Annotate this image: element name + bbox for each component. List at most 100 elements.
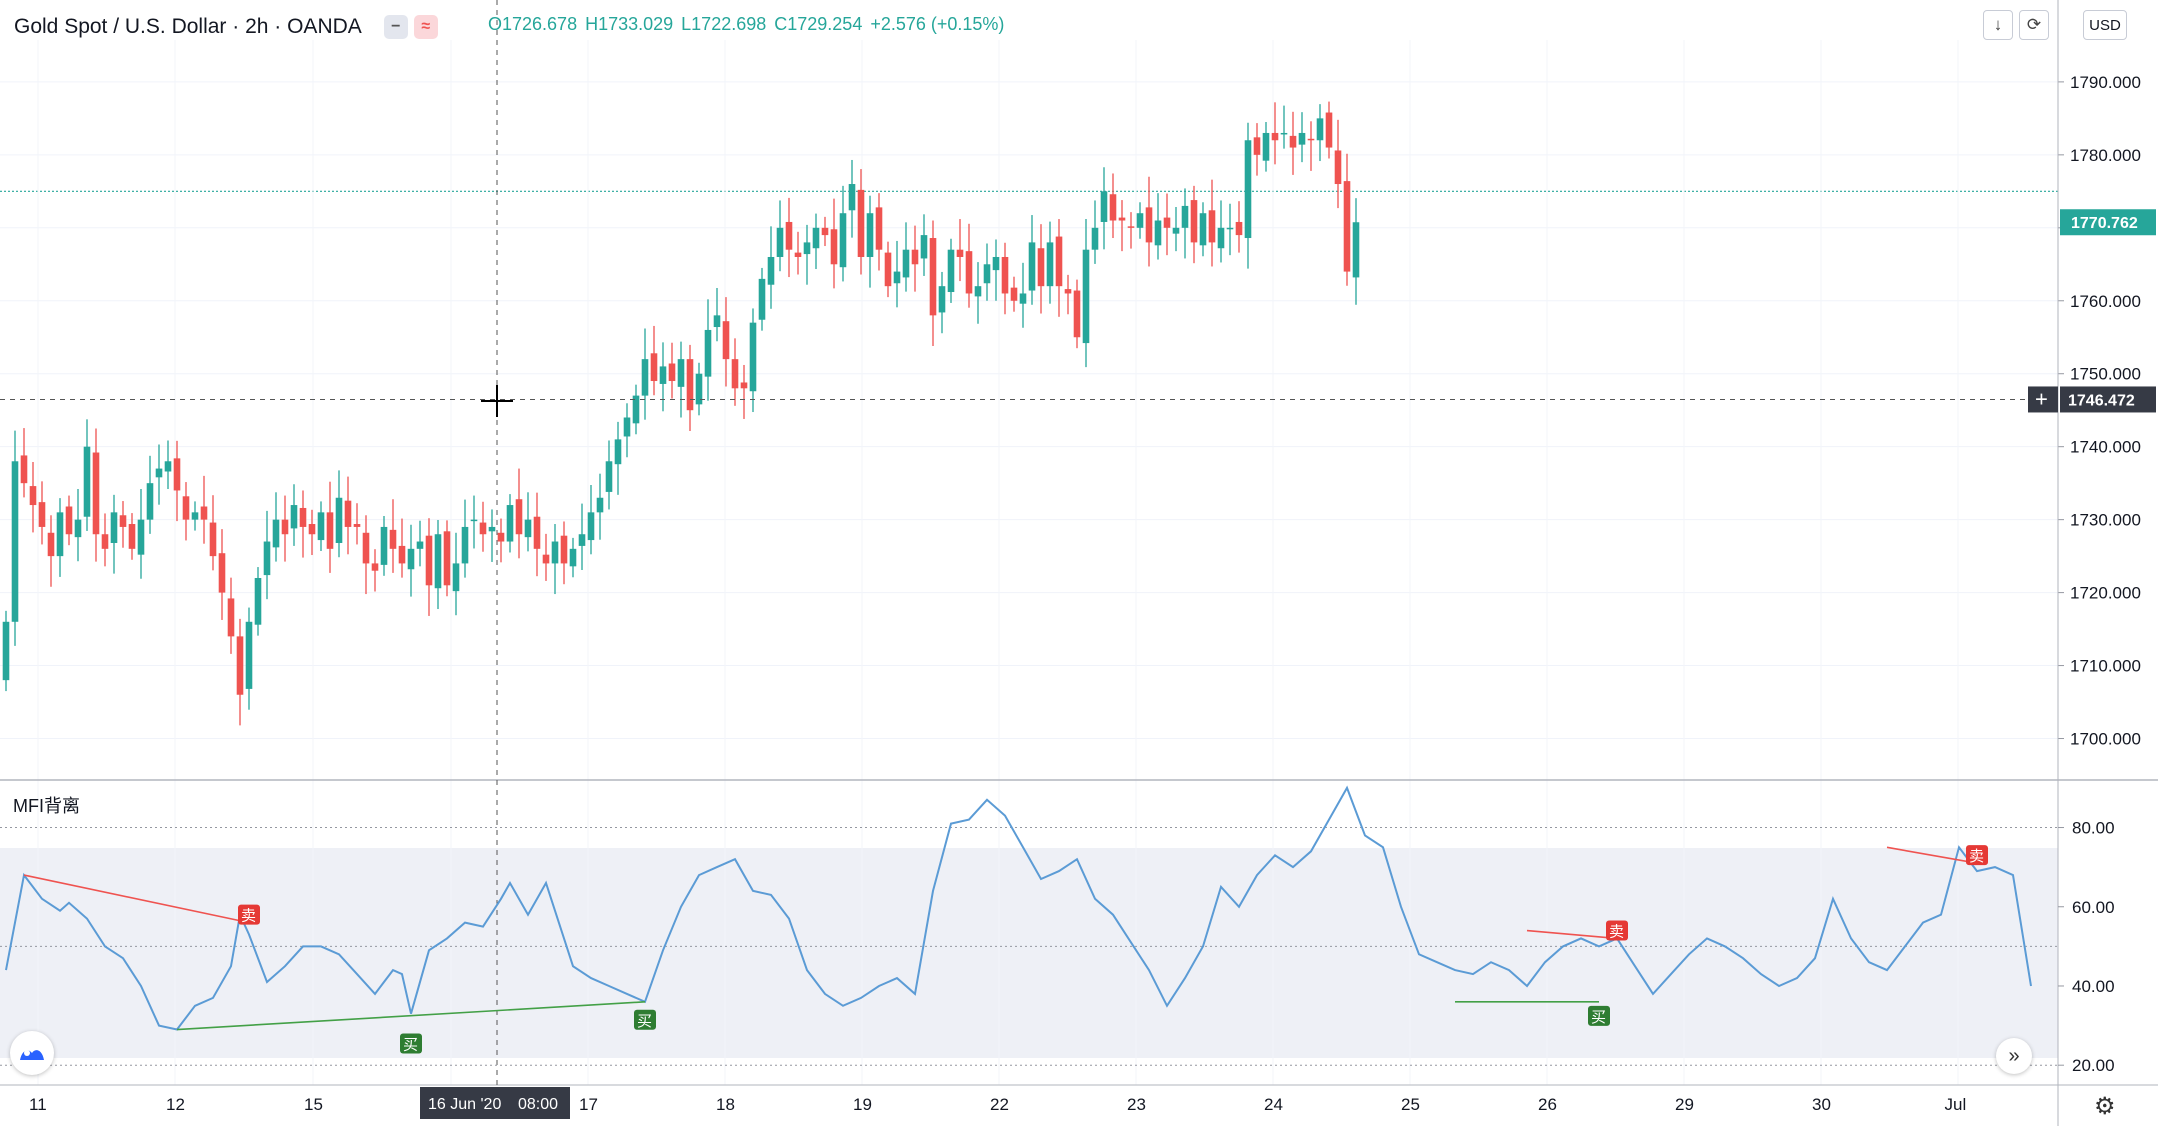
candle (1109, 194, 1117, 221)
currency-button[interactable]: USD (2083, 10, 2127, 40)
candle (524, 519, 532, 538)
candle (299, 507, 307, 527)
candle (929, 238, 937, 316)
candle (92, 452, 100, 535)
candle (29, 486, 37, 506)
buy-signal-badge[interactable] (634, 1009, 656, 1030)
candle (623, 417, 631, 437)
candle (209, 522, 217, 557)
candle (497, 532, 505, 542)
candle (911, 249, 919, 265)
candle (515, 499, 523, 535)
refresh-icon[interactable]: ⟳ (2019, 10, 2049, 40)
candle (1208, 210, 1216, 243)
chart-header: Gold Spot / U.S. Dollar · 2h · OANDA − ≈ (14, 12, 444, 42)
time-tick-label: 18 (716, 1095, 735, 1114)
candle (218, 553, 226, 593)
candle (839, 213, 847, 268)
candle (875, 207, 883, 250)
arrow-down-icon[interactable]: ↓ (1983, 10, 2013, 40)
price-tick-label: 1720.000 (2070, 584, 2141, 603)
candle (569, 548, 577, 567)
crosshair-price-badge (2060, 386, 2156, 413)
candle (587, 512, 595, 541)
candle (65, 506, 73, 535)
gear-icon[interactable]: ⚙ (2094, 1093, 2116, 1120)
candle (1316, 118, 1324, 141)
time-tick-label: 12 (166, 1095, 185, 1114)
mfi-tick-label: 40.00 (2072, 977, 2115, 996)
candle (677, 359, 685, 387)
sell-signal-badge[interactable] (1606, 920, 1628, 941)
candle (1082, 249, 1090, 344)
indicator-title[interactable]: MFI背离 (13, 796, 80, 816)
candle (686, 359, 694, 411)
candle (560, 535, 568, 564)
ohlc-values: O1726.678 H1733.029 L1722.698 C1729.254 … (488, 14, 1004, 35)
crosshair-icon (481, 385, 513, 417)
sell-signal-label: 卖 (1969, 848, 1984, 865)
candle (1226, 227, 1234, 230)
candle (461, 526, 469, 564)
candle (452, 563, 460, 592)
candle (767, 256, 775, 285)
open-value: O1726.678 (488, 14, 578, 34)
candle (1235, 221, 1243, 236)
candle (578, 534, 586, 546)
time-tick-label: 23 (1127, 1095, 1146, 1114)
time-tick-label: 17 (579, 1095, 598, 1114)
buy-signal-label: 买 (403, 1037, 418, 1054)
candle (155, 468, 163, 478)
price-tick-label: 1760.000 (2070, 292, 2141, 311)
mfi-band-background (0, 848, 2058, 1058)
candle (1037, 248, 1045, 287)
symbol-title[interactable]: Gold Spot / U.S. Dollar · 2h · OANDA (14, 15, 362, 38)
candle (389, 529, 397, 549)
wave-icon[interactable]: ≈ (413, 15, 438, 39)
buy-signal-badge[interactable] (1588, 1005, 1610, 1026)
candle (551, 541, 559, 564)
candle (740, 382, 748, 389)
plus-icon: + (2035, 386, 2048, 411)
mfi-line (5, 785, 2032, 1031)
candle (749, 322, 757, 392)
candle (344, 500, 352, 527)
bear-divergence-line (1526, 929, 1618, 940)
candle (947, 249, 955, 293)
sell-signal-label: 卖 (1609, 923, 1624, 940)
candle (1280, 132, 1288, 135)
candle (470, 519, 478, 522)
candle (704, 329, 712, 377)
candle (83, 446, 91, 517)
candle (1325, 112, 1333, 148)
candle (650, 353, 658, 382)
tradingview-logo-icon[interactable] (10, 1031, 54, 1075)
sell-signal-label: 卖 (241, 908, 256, 925)
high-value: H1733.029 (585, 14, 674, 34)
candle (866, 213, 874, 257)
mfi-tick-label: 80.00 (2072, 819, 2115, 838)
candle (776, 227, 784, 257)
candle (1145, 207, 1153, 243)
candle (434, 534, 442, 589)
add-level-button[interactable] (2028, 386, 2058, 413)
forward-icon[interactable]: » (1996, 1038, 2032, 1074)
price-tick-label: 1750.000 (2070, 365, 2141, 384)
minus-icon[interactable]: − (383, 15, 408, 39)
buy-signal-badge[interactable] (400, 1033, 422, 1054)
candle (695, 373, 703, 405)
time-tick-label: 30 (1812, 1095, 1831, 1114)
sell-signal-badge[interactable] (238, 904, 260, 925)
candle (956, 249, 964, 257)
sell-signal-badge[interactable] (1966, 845, 1988, 866)
candle (137, 519, 145, 555)
candle (200, 506, 208, 520)
candle (785, 221, 793, 250)
candle (1046, 242, 1054, 287)
mfi-tick-label: 20.00 (2072, 1056, 2115, 1075)
candle (713, 315, 721, 328)
candle (731, 359, 739, 389)
candle (1028, 242, 1036, 291)
crosshair-time-label: 08:00 (518, 1096, 558, 1113)
